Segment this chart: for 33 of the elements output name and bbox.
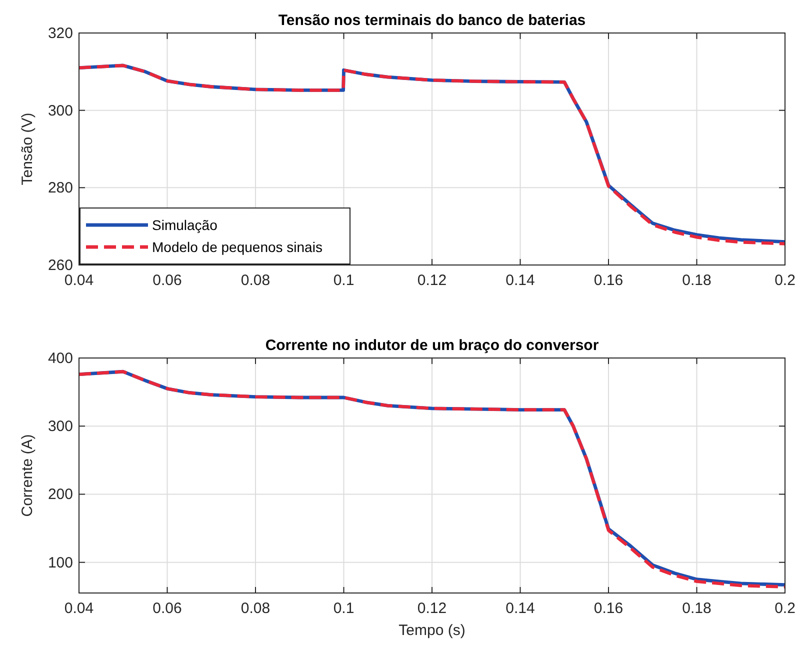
y-tick-label: 300 [48, 418, 73, 436]
y-tick-label: 200 [48, 486, 73, 504]
x-tick-label: 0.08 [240, 600, 270, 617]
x-tick-label: 0.14 [506, 272, 535, 289]
y-tick-label: 400 [48, 350, 73, 367]
y-tick-label: 260 [48, 257, 73, 274]
y-axis-title: Tensão (V) [19, 112, 36, 186]
x-tick-label: 0.1 [333, 600, 354, 617]
x-tick-label: 0.04 [64, 272, 94, 289]
y-axis-title: Corrente (A) [19, 434, 36, 517]
x-tick-label: 0.08 [240, 272, 270, 289]
y-tick-label: 280 [48, 180, 73, 197]
x-tick-label: 0.18 [682, 600, 712, 617]
x-tick-label: 0.14 [506, 600, 535, 617]
x-tick-label: 0.06 [152, 600, 182, 617]
x-tick-label: 0.2 [774, 272, 796, 289]
x-tick-label: 0.06 [152, 272, 182, 289]
x-tick-label: 0.1 [333, 272, 354, 289]
x-tick-label: 0.16 [594, 600, 624, 617]
chart-title: Tensão nos terminais do banco de baterias [278, 12, 586, 29]
x-tick-label: 0.04 [64, 600, 94, 617]
x-tick-label: 0.12 [417, 272, 447, 289]
y-tick-label: 100 [48, 554, 73, 572]
y-tick-label: 300 [48, 102, 73, 120]
chart-title: Corrente no indutor de um braço do conversor [265, 337, 599, 354]
y-tick-label: 320 [48, 25, 73, 42]
x-tick-label: 0.2 [774, 600, 796, 617]
x-axis-title: Tempo (s) [398, 622, 466, 639]
x-tick-label: 0.16 [594, 272, 624, 289]
x-tick-label: 0.18 [682, 272, 712, 289]
x-tick-label: 0.12 [417, 600, 447, 617]
legend-label: Simulação [152, 217, 218, 233]
legend-label: Modelo de pequenos sinais [152, 239, 322, 255]
